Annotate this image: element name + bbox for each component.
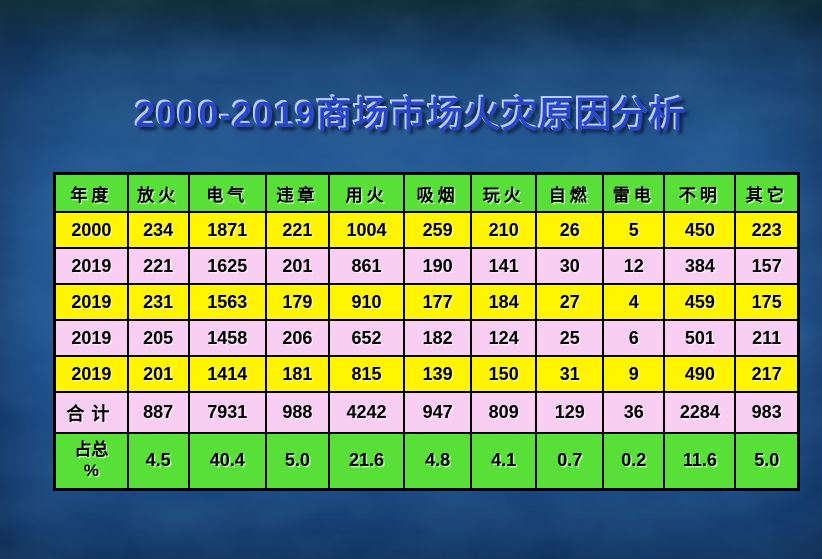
value-cell: 181 [264,355,330,393]
column-header: 用火 [327,172,406,213]
value-cell: 490 [663,355,737,393]
value-cell: 887 [126,391,190,434]
value-cell: 30 [535,247,605,285]
value-cell: 25 [535,319,605,357]
value-cell: 234 [126,211,190,249]
value-cell: 809 [470,391,538,434]
value-cell: 205 [126,319,190,357]
value-cell: 1871 [187,211,267,249]
column-header: 不明 [663,172,737,213]
value-cell: 910 [327,283,406,321]
column-header: 电气 [187,172,267,213]
value-cell: 223 [734,211,800,249]
value-cell: 4242 [327,391,406,434]
row-label-cell: 占总 % [53,432,129,490]
table-row: 2019 205 1458 206 652 182 124 25 6 501 211 [53,319,800,357]
table-row: 2019 201 1414 181 815 139 150 31 9 490 217 [53,355,800,393]
column-header: 雷电 [602,172,666,213]
value-cell: 9 [602,355,666,393]
value-cell: 4.1 [470,432,538,490]
row-label-cell: 2019 [53,283,129,321]
table-row: 2019 221 1625 201 861 190 141 30 12 384 157 [53,247,800,285]
value-cell: 221 [264,211,330,249]
value-cell: 141 [470,247,538,285]
value-cell: 988 [264,391,330,434]
value-cell: 501 [663,319,737,357]
value-cell: 26 [535,211,605,249]
value-cell: 384 [663,247,737,285]
column-header: 吸烟 [403,172,473,213]
value-cell: 21.6 [327,432,406,490]
value-cell: 983 [734,391,800,434]
value-cell: 861 [327,247,406,285]
row-label-cell: 2019 [53,319,129,357]
value-cell: 1414 [187,355,267,393]
value-cell: 1563 [187,283,267,321]
value-cell: 2284 [663,391,737,434]
value-cell: 27 [535,283,605,321]
value-cell: 4.5 [126,432,190,490]
value-cell: 175 [734,283,800,321]
value-cell: 12 [602,247,666,285]
value-cell: 450 [663,211,737,249]
value-cell: 211 [734,319,800,357]
value-cell: 815 [327,355,406,393]
value-cell: 5.0 [734,432,800,490]
column-header: 玩火 [470,172,538,213]
value-cell: 179 [264,283,330,321]
value-cell: 201 [126,355,190,393]
value-cell: 7931 [187,391,267,434]
table-row: 2019 231 1563 179 910 177 184 27 4 459 175 [53,283,800,321]
value-cell: 1625 [187,247,267,285]
value-cell: 157 [734,247,800,285]
value-cell: 1004 [327,211,406,249]
value-cell: 201 [264,247,330,285]
value-cell: 259 [403,211,473,249]
value-cell: 1458 [187,319,267,357]
slide-title: 2000-2019商场市场火灾原因分析 [135,94,687,135]
value-cell: 459 [663,283,737,321]
value-cell: 0.2 [602,432,666,490]
value-cell: 182 [403,319,473,357]
table-row: 2000 234 1871 221 1004 259 210 26 5 450 223 [53,211,800,249]
column-header: 其它 [734,172,800,213]
value-cell: 947 [403,391,473,434]
value-cell: 4.8 [403,432,473,490]
column-header: 放火 [126,172,190,213]
column-header: 自燃 [535,172,605,213]
value-cell: 4 [602,283,666,321]
value-cell: 31 [535,355,605,393]
value-cell: 129 [535,391,605,434]
value-cell: 40.4 [187,432,267,490]
value-cell: 190 [403,247,473,285]
row-label-cell: 2000 [53,211,129,249]
value-cell: 5 [602,211,666,249]
column-header: 年度 [53,172,129,213]
value-cell: 221 [126,247,190,285]
fire-cause-table: 年度 放火 电气 违章 用火 吸烟 玩火 自燃 雷电 不明 其它 2000 234 1871 221 100… [53,172,800,491]
value-cell: 177 [403,283,473,321]
value-cell: 139 [403,355,473,393]
value-cell: 5.0 [264,432,330,490]
value-cell: 150 [470,355,538,393]
row-label-cell: 2019 [53,247,129,285]
row-label-cell: 合计 [53,391,129,434]
value-cell: 11.6 [663,432,737,490]
value-cell: 217 [734,355,800,393]
table-row: 占总 % 4.5 40.4 5.0 21.6 4.8 4.1 0.7 0.2 11.6 5.0 [53,432,800,490]
value-cell: 124 [470,319,538,357]
table-header-row: 年度 放火 电气 违章 用火 吸烟 玩火 自燃 雷电 不明 其它 [53,172,800,213]
row-label-cell: 2019 [53,355,129,393]
value-cell: 231 [126,283,190,321]
column-header: 违章 [264,172,330,213]
value-cell: 6 [602,319,666,357]
value-cell: 206 [264,319,330,357]
table-row: 合计 887 7931 988 4242 947 809 129 36 2284 983 [53,391,800,434]
value-cell: 210 [470,211,538,249]
value-cell: 652 [327,319,406,357]
value-cell: 0.7 [535,432,605,490]
value-cell: 184 [470,283,538,321]
value-cell: 36 [602,391,666,434]
